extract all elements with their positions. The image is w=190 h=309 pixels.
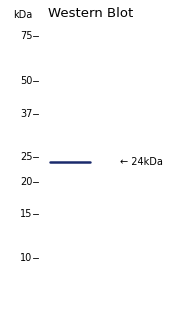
Text: kDa: kDa: [13, 11, 32, 20]
Text: Western Blot: Western Blot: [48, 7, 133, 20]
Text: 20: 20: [20, 177, 32, 187]
Text: ← 24kDa: ← 24kDa: [120, 157, 163, 167]
Text: 15: 15: [20, 209, 32, 218]
Text: 10: 10: [20, 253, 32, 263]
Text: 25: 25: [20, 152, 32, 162]
Text: 50: 50: [20, 76, 32, 86]
Text: 75: 75: [20, 31, 32, 41]
Text: 37: 37: [20, 109, 32, 119]
